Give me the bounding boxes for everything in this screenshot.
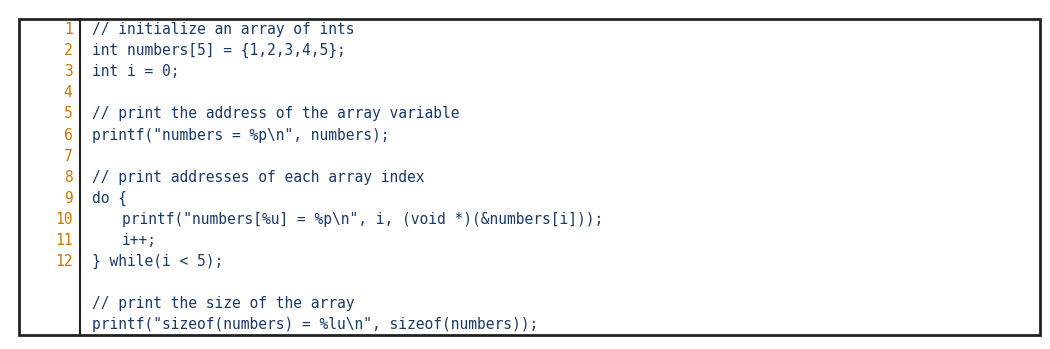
Text: 9: 9: [64, 191, 72, 206]
Text: 2: 2: [64, 43, 72, 58]
Text: 5: 5: [64, 106, 72, 121]
Text: // print the size of the array: // print the size of the array: [92, 296, 355, 311]
Text: do {: do {: [92, 191, 127, 206]
Text: // initialize an array of ints: // initialize an array of ints: [92, 22, 355, 37]
Text: printf("numbers[%u] = %p\n", i, (void *)(&numbers[i]));: printf("numbers[%u] = %p\n", i, (void *)…: [122, 212, 603, 227]
Text: 12: 12: [55, 254, 72, 269]
Text: 7: 7: [64, 149, 72, 164]
Text: 6: 6: [64, 127, 72, 142]
FancyBboxPatch shape: [19, 19, 1040, 335]
Text: 8: 8: [64, 170, 72, 185]
Text: 4: 4: [64, 86, 72, 101]
Text: int i = 0;: int i = 0;: [92, 64, 180, 79]
Text: 10: 10: [55, 212, 72, 227]
Text: 3: 3: [64, 64, 72, 79]
Text: 11: 11: [55, 233, 72, 248]
Text: // print addresses of each array index: // print addresses of each array index: [92, 170, 425, 185]
Text: printf("sizeof(numbers) = %lu\n", sizeof(numbers));: printf("sizeof(numbers) = %lu\n", sizeof…: [92, 317, 539, 332]
Text: // print the address of the array variable: // print the address of the array variab…: [92, 106, 460, 121]
Text: 1: 1: [64, 22, 72, 37]
Text: i++;: i++;: [122, 233, 156, 248]
Text: } while(i < 5);: } while(i < 5);: [92, 254, 224, 269]
Text: int numbers[5] = {1,2,3,4,5};: int numbers[5] = {1,2,3,4,5};: [92, 43, 346, 58]
Text: printf("numbers = %p\n", numbers);: printf("numbers = %p\n", numbers);: [92, 127, 390, 142]
